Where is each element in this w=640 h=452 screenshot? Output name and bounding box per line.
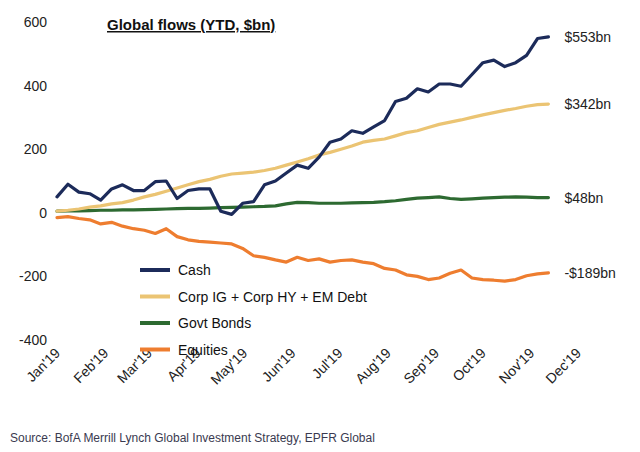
legend-label: Govt Bonds — [178, 315, 251, 331]
x-tick — [244, 340, 245, 342]
y-tick — [50, 212, 53, 213]
x-tick — [436, 340, 437, 342]
x-tick-label: Jul'19 — [309, 345, 346, 382]
series-line — [57, 197, 548, 211]
series-line — [57, 217, 548, 282]
title: Global flows (YTD, $bn) — [107, 16, 275, 33]
series-line — [57, 104, 548, 211]
x-tick-label: Oct'19 — [449, 345, 489, 385]
end-label: $342bn — [564, 96, 611, 112]
x-tick — [387, 340, 388, 342]
y-tick-label: -200 — [19, 268, 47, 284]
y-tick-label: 600 — [24, 14, 48, 30]
legend-label: Corp IG + Corp HY + EM Debt — [178, 289, 367, 305]
legend-swatch — [140, 295, 170, 299]
x-tick — [149, 340, 150, 342]
series-line — [57, 37, 548, 214]
end-label: -$189bn — [564, 265, 615, 281]
x-tick — [531, 340, 532, 342]
y-tick — [50, 22, 53, 23]
x-tick-label: Feb'19 — [70, 345, 111, 386]
x-tick — [57, 340, 58, 342]
end-label: $48bn — [564, 190, 603, 206]
y-tick — [50, 276, 53, 277]
legend-swatch — [140, 268, 170, 272]
end-label: $553bn — [564, 29, 611, 45]
y-tick-label: 400 — [24, 78, 48, 94]
x-tick-label: Jun'19 — [258, 345, 298, 385]
x-tick-label: Sep'19 — [400, 345, 442, 387]
chart: -400-2000200400600Jan'19Feb'19Mar'19Apr'… — [0, 0, 640, 452]
x-tick-label: Nov'19 — [496, 345, 538, 387]
y-tick-label: 200 — [24, 141, 48, 157]
source: Source: BofA Merrill Lynch Global Invest… — [10, 431, 375, 445]
x-tick-label: Dec'19 — [542, 345, 584, 387]
legend-swatch — [140, 321, 170, 325]
x-tick — [292, 340, 293, 342]
x-tick — [578, 340, 579, 342]
legend-label: Equities — [178, 342, 228, 358]
x-tick — [482, 340, 483, 342]
y-tick — [50, 149, 53, 150]
y-tick-label: -400 — [19, 332, 47, 348]
x-tick — [105, 340, 106, 342]
series-group — [57, 37, 548, 281]
legend-label: Cash — [178, 262, 211, 278]
x-tick-label: Aug'19 — [352, 345, 394, 387]
y-tick — [50, 340, 53, 341]
y-tick-label: 0 — [39, 205, 47, 221]
x-tick — [339, 340, 340, 342]
x-tick-label: Jan'19 — [23, 345, 63, 385]
legend-swatch — [140, 348, 170, 352]
y-tick — [50, 85, 53, 86]
